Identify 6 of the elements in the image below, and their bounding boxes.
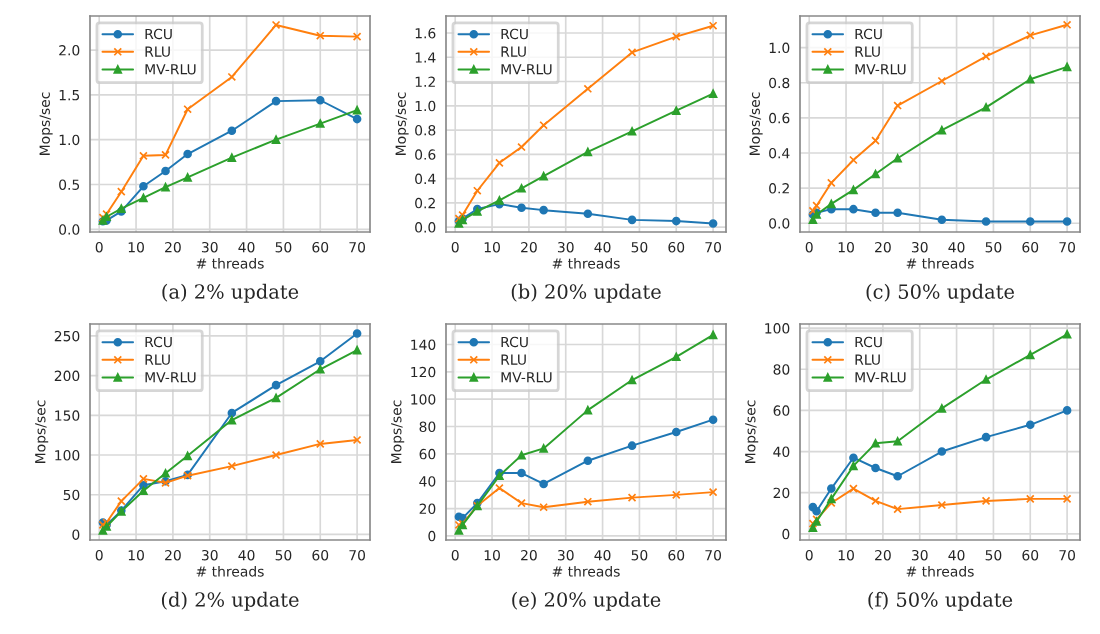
text: (e) 20% update: [512, 591, 661, 611]
text: (a) 2% update: [162, 283, 299, 303]
text: (c) 50% update: [866, 283, 1015, 303]
text: (d) 2% update: [161, 591, 299, 611]
text: (b) 20% update: [511, 283, 661, 303]
text: (f) 50% update: [868, 591, 1013, 611]
